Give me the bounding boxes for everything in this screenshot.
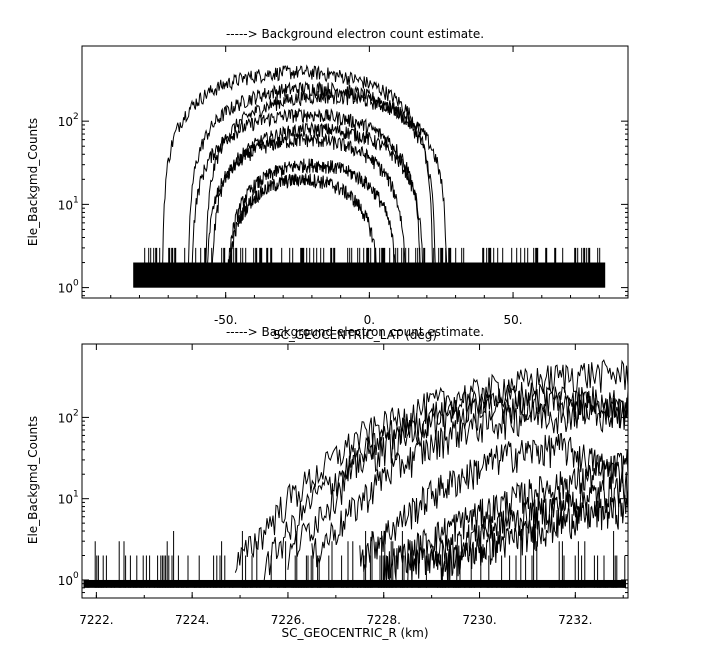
chart-title: -----> Background electron count estimat… [226,27,484,41]
series-line [287,390,629,570]
series-line [225,158,399,274]
y-tick-exponent: 1 [73,195,79,205]
y-tick-exponent: 2 [73,408,79,418]
series-line [311,397,629,568]
y-tick-label: 10 [58,411,73,425]
series-line [234,359,629,573]
y-tick-label: 10 [58,493,73,507]
x-axis-label: SC_GEOCENTRIC_LAT (deg) [273,328,437,342]
y-tick-exponent: 1 [73,490,79,500]
plot-frame [81,45,629,299]
series-line [162,64,434,273]
series-line [225,173,381,274]
x-tick-label: 7230. [462,613,496,627]
chart-title: -----> Background electron count estimat… [226,325,484,339]
plot-frame [81,343,629,599]
series-line [407,471,629,586]
x-tick-label: 7222. [79,613,113,627]
x-axis-label: SC_GEOCENTRIC_R (km) [282,626,429,640]
y-tick-exponent: 0 [73,279,79,289]
series-line [205,132,407,274]
y-tick-label: 10 [58,115,73,129]
y-tick-label: 10 [58,198,73,212]
x-tick-label: 50. [504,313,523,327]
y-tick-exponent: 2 [73,112,79,122]
x-tick-label: 7224. [175,613,209,627]
series-line [191,108,422,274]
y-axis-label: Ele_Backgmd_Counts [26,118,40,246]
y-tick-label: 10 [58,574,73,588]
y-tick-exponent: 0 [73,571,79,581]
y-tick-label: 10 [58,282,73,296]
x-tick-label: 7228. [367,613,401,627]
series-line [205,89,448,273]
x-tick-label: 7232. [558,613,592,627]
chart-top: -----> Background electron count estimat… [26,27,629,342]
series-line [187,81,436,273]
noise-band [133,262,606,288]
x-tick-label: 0. [364,313,375,327]
y-axis-label: Ele_Backgmd_Counts [26,416,40,544]
x-tick-label: -50. [214,313,237,327]
chart-bottom: -----> Background electron count estimat… [26,325,629,640]
x-tick-label: 7226. [271,613,305,627]
noise-band [84,579,626,588]
series-line [359,432,624,572]
series-line [431,494,629,582]
